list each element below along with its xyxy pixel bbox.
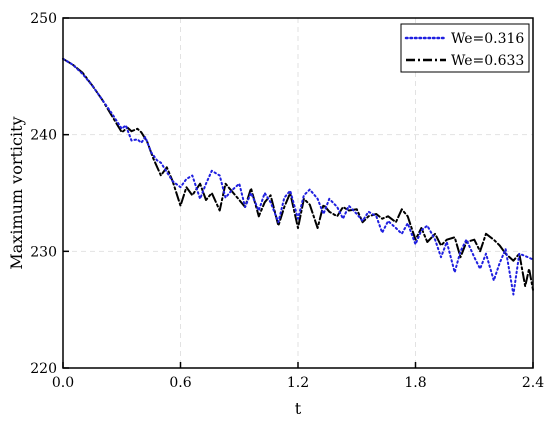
y-tick-label: 240 <box>30 128 57 144</box>
y-axis: 220 230 240 250 <box>30 11 69 377</box>
legend-box <box>400 23 530 73</box>
x-tick-label: 1.8 <box>404 375 426 391</box>
x-axis: 0.0 0.6 1.2 1.8 2.4 <box>52 362 544 391</box>
y-axis-label: Maximum vorticity <box>7 116 26 269</box>
y-tick-label: 250 <box>30 11 57 27</box>
legend: We=0.316 We=0.633 <box>400 23 530 73</box>
series-line-1 <box>62 57 534 296</box>
x-tick-label: 2.4 <box>522 375 544 391</box>
x-tick-label: 1.2 <box>287 375 309 391</box>
y-tick-label: 220 <box>30 361 57 377</box>
y-tick-label: 230 <box>30 244 57 260</box>
x-axis-label: t <box>295 399 302 418</box>
x-tick-label: 0.0 <box>52 375 74 391</box>
legend-label-series-1: We=0.316 <box>451 31 524 47</box>
series-line-2 <box>62 57 534 291</box>
x-tick-label: 0.6 <box>169 375 191 391</box>
series-lines <box>62 57 534 296</box>
grid-lines <box>63 18 533 368</box>
legend-label-series-2: We=0.633 <box>451 53 524 69</box>
